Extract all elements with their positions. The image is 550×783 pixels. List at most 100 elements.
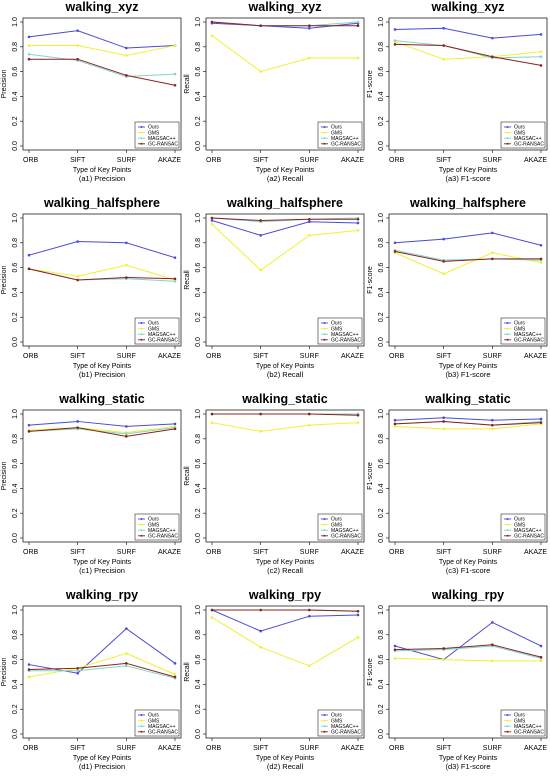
series-line-gc-ransac <box>394 420 542 426</box>
x-tick-label: ORB <box>23 157 39 164</box>
data-point <box>259 412 262 416</box>
chart-title: walking_rpy <box>65 588 138 602</box>
y-tick-label: 1.0 <box>12 605 19 615</box>
legend-entry: GC-RANSAC <box>331 534 361 540</box>
y-tick-label: 0.4 <box>378 483 385 493</box>
data-point <box>173 256 177 259</box>
legend-marker <box>506 126 509 128</box>
y-tick-label: 1.0 <box>195 409 202 419</box>
legend-marker <box>323 529 326 532</box>
data-point <box>76 426 79 429</box>
plot-frame <box>22 605 182 739</box>
chart-title: walking_static <box>58 392 144 406</box>
legend-marker <box>506 322 509 324</box>
chart-caption: (d2) Recall <box>267 762 304 771</box>
x-tick-label: AKAZE <box>341 157 364 164</box>
data-point <box>393 250 397 253</box>
series-line-ours <box>394 621 542 661</box>
legend-entry: MAGSAC++ <box>148 528 176 534</box>
x-tick-label: AKAZE <box>524 549 547 556</box>
legend-entry: MAGSAC++ <box>331 724 359 730</box>
data-point <box>27 52 31 56</box>
data-point <box>210 219 214 222</box>
chart-panel-8: walking_static 0.0 0.2 0.4 0.6 0.8 1.0 ORB SIFT S… <box>366 392 549 582</box>
y-tick-label: 0.4 <box>12 91 19 101</box>
x-tick-label: SIFT <box>253 549 269 556</box>
x-tick-label: SURF <box>300 745 319 752</box>
legend-entry: GMS <box>331 130 343 136</box>
legend-entry: Ours <box>514 517 525 523</box>
y-tick-label: 1.0 <box>378 17 385 27</box>
data-point <box>393 43 397 46</box>
legend-entry: Ours <box>148 517 159 523</box>
y-tick-label: 0.0 <box>195 729 202 739</box>
data-point <box>173 83 177 87</box>
data-point <box>76 57 79 61</box>
chart-panel-9: walking_rpy 0.0 0.2 0.4 0.6 0.8 1.0 ORB SIFT SURF… <box>0 588 183 778</box>
legend-entry: GC-RANSAC <box>331 338 361 344</box>
y-tick-label: 1.0 <box>12 17 19 27</box>
legend-entry: MAGSAC++ <box>514 136 542 142</box>
chart-panel-7: walking_static 0.0 0.2 0.4 0.6 0.8 1.0 ORB SIFT S… <box>183 392 366 582</box>
x-tick-label: ORB <box>206 549 222 556</box>
legend-marker <box>323 725 326 728</box>
legend-entry: GC-RANSAC <box>148 534 178 540</box>
data-point <box>173 673 177 676</box>
legend-marker <box>506 327 509 330</box>
legend-entry: Ours <box>148 125 159 131</box>
data-point <box>491 257 494 261</box>
chart-title: walking_rpy <box>431 588 504 602</box>
data-point <box>308 412 311 416</box>
series-line-magsac- <box>28 53 176 78</box>
x-tick-label: SURF <box>300 353 319 360</box>
series-line-gc-ransac <box>29 58 176 86</box>
data-point <box>76 44 79 47</box>
data-point <box>76 29 79 32</box>
data-point <box>173 427 177 431</box>
series-line-gc-ransac <box>28 427 176 437</box>
data-point <box>356 421 360 424</box>
plot-frame <box>205 17 365 151</box>
y-axis-label: Recall <box>184 270 191 290</box>
legend-marker <box>506 714 509 716</box>
y-tick-label: 0.8 <box>195 42 202 52</box>
legend-entry: GC-RANSAC <box>148 142 178 148</box>
data-point <box>308 423 311 427</box>
legend-entry: MAGSAC++ <box>148 332 176 338</box>
legend-entry: GC-RANSAC <box>148 730 178 736</box>
series-line-ours <box>211 609 359 632</box>
chart-title: walking_halfsphere <box>409 196 526 210</box>
data-point <box>491 427 494 431</box>
y-tick-label: 0.6 <box>12 655 19 665</box>
legend-entry: GC-RANSAC <box>514 534 544 540</box>
data-point <box>491 36 494 40</box>
data-point <box>27 57 31 61</box>
legend-marker <box>140 322 143 324</box>
y-tick-label: 0.0 <box>12 337 19 347</box>
data-point <box>308 234 311 237</box>
series-line-magsac- <box>394 40 542 59</box>
data-point <box>308 608 311 612</box>
legend-marker <box>506 534 509 537</box>
y-axis-label: Precision <box>1 70 8 99</box>
legend-entry: Ours <box>148 713 159 719</box>
legend-entry: Ours <box>331 517 342 523</box>
chart-caption: (c1) Precision <box>79 566 125 575</box>
y-tick-label: 0.2 <box>378 704 385 714</box>
x-tick-label: ORB <box>389 157 405 164</box>
y-axis-label: F1-score <box>367 70 374 98</box>
y-tick-label: 0.4 <box>378 679 385 689</box>
chart-title: walking_halfsphere <box>43 196 160 210</box>
series-line-gms <box>211 223 359 271</box>
data-point <box>173 675 177 679</box>
legend-marker <box>140 523 143 526</box>
data-point <box>356 221 360 225</box>
y-tick-label: 0.2 <box>378 312 385 322</box>
data-point <box>125 241 128 245</box>
y-tick-label: 0.8 <box>12 434 19 444</box>
legend-entry: GC-RANSAC <box>331 142 361 148</box>
y-tick-label: 0.6 <box>12 263 19 273</box>
